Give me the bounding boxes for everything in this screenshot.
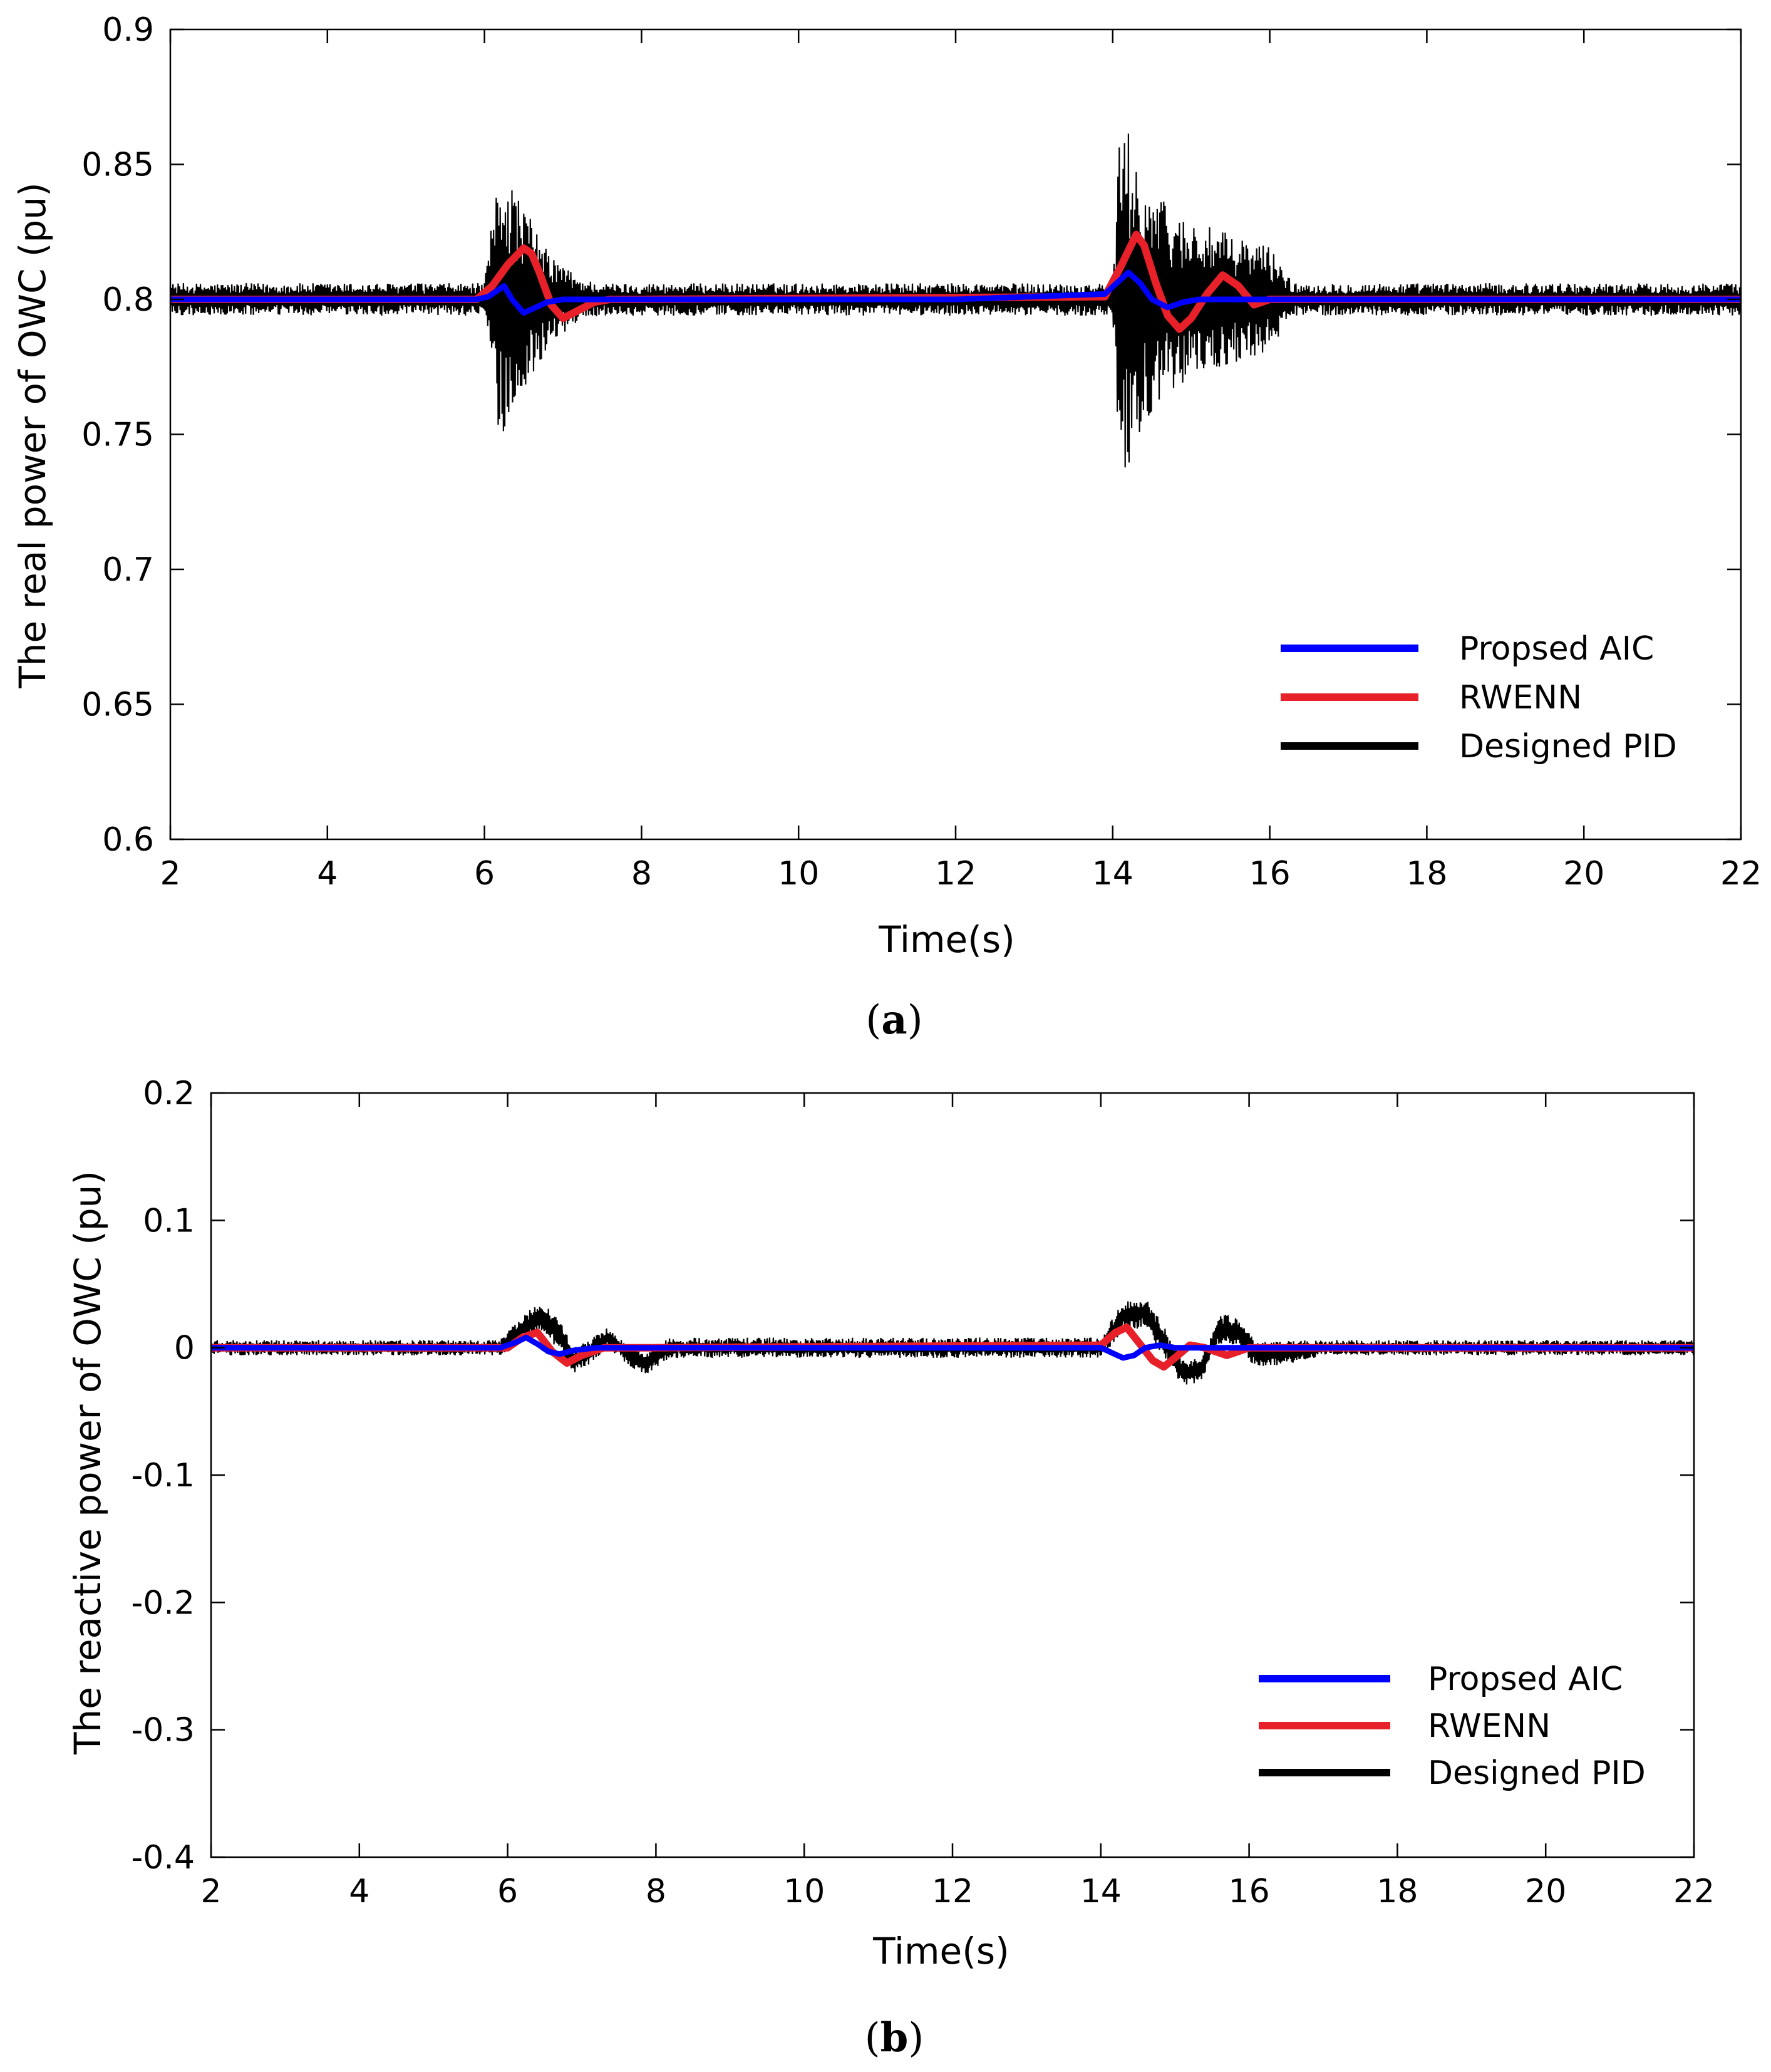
x-tick-label: 6 <box>474 855 495 893</box>
legend-label: RWENN <box>1428 1707 1551 1745</box>
series-line-rwenn <box>170 231 1741 333</box>
chart-reactive-power: 2 4 6 8 10 12 14 16 18 20 22 -0.4 -0.3 -0.2 -0.1 0 0.1 0.… <box>66 1075 1715 2061</box>
axes-frame <box>169 28 1742 841</box>
y-tick-label: 0.7 <box>102 551 154 589</box>
y-tick-label: 0.75 <box>81 417 154 454</box>
legend-label: Designed PID <box>1428 1754 1646 1792</box>
y-tick-label: 0.65 <box>81 686 154 724</box>
y-tick-label: -0.4 <box>132 1839 195 1877</box>
x-tick-label: 18 <box>1406 855 1447 893</box>
panel-label: (a) <box>865 997 922 1044</box>
y-tick-label: -0.1 <box>132 1457 195 1494</box>
x-tick-label: 16 <box>1229 1873 1270 1910</box>
y-axis-label: The real power of OWC (pu) <box>11 182 54 688</box>
series-line-designed-pid <box>170 133 1741 468</box>
x-tick-label: 18 <box>1376 1873 1418 1910</box>
y-tick-label: 0.9 <box>102 11 154 49</box>
x-tick-label: 12 <box>932 1873 973 1910</box>
legend-label: Designed PID <box>1459 728 1677 765</box>
y-tick-label: 0.2 <box>143 1075 195 1112</box>
x-tick-label: 12 <box>935 855 976 893</box>
plot-area: 2 4 6 8 10 12 14 16 18 20 22 -0.4 -0.3 -0.2 -0.1 0 0.1 0.… <box>132 1075 1715 1910</box>
y-tick-label: 0.85 <box>81 147 154 184</box>
x-tick-label: 10 <box>783 1873 825 1910</box>
legend-label: RWENN <box>1459 679 1582 717</box>
x-axis-label: Time(s) <box>878 918 1015 961</box>
legend-label: Propsed AIC <box>1459 630 1654 668</box>
x-tick-label: 6 <box>497 1873 518 1910</box>
series-line-propsed-aic <box>211 1334 1694 1361</box>
panel-label: (b) <box>865 2014 924 2061</box>
x-tick-label: 22 <box>1673 1873 1715 1910</box>
chart-real-power: 2 4 6 8 10 12 14 16 18 20 22 0.6 0.65 0.7 0.75 0.8 0.85 0… <box>11 11 1762 1044</box>
x-tick-label: 16 <box>1249 855 1291 893</box>
plot-area: 2 4 6 8 10 12 14 16 18 20 22 0.6 0.65 0.7 0.75 0.8 0.85 0… <box>81 11 1762 893</box>
x-tick-label: 8 <box>631 855 652 893</box>
legend: Propsed AIC RWENN Designed PID <box>1259 1660 1646 1792</box>
x-tick-label: 22 <box>1720 855 1762 893</box>
y-axis-label: The reactive power of OWC (pu) <box>66 1171 109 1755</box>
legend: Propsed AIC RWENN Designed PID <box>1281 630 1677 765</box>
x-tick-label: 2 <box>160 855 180 893</box>
x-axis-label: Time(s) <box>872 1930 1009 1972</box>
y-tick-label: -0.3 <box>132 1712 195 1749</box>
y-tick-label: 0.6 <box>102 821 154 859</box>
series-line-propsed-aic <box>170 269 1741 316</box>
y-tick-label: 0.8 <box>102 281 154 319</box>
x-tick-label: 14 <box>1092 855 1133 893</box>
x-tick-label: 4 <box>349 1873 369 1910</box>
legend-label: Propsed AIC <box>1428 1660 1623 1698</box>
series-group <box>211 1301 1694 1385</box>
y-tick-label: 0 <box>174 1330 195 1367</box>
x-tick-label: 8 <box>646 1873 666 1910</box>
x-tick-label: 4 <box>317 855 338 893</box>
x-tick-label: 2 <box>200 1873 221 1910</box>
x-tick-label: 10 <box>778 855 819 893</box>
series-group <box>170 133 1741 468</box>
x-tick-label: 14 <box>1080 1873 1122 1910</box>
x-tick-label: 20 <box>1563 855 1604 893</box>
x-tick-label: 20 <box>1525 1873 1566 1910</box>
y-tick-label: 0.1 <box>143 1202 195 1240</box>
y-tick-label: -0.2 <box>132 1584 195 1622</box>
